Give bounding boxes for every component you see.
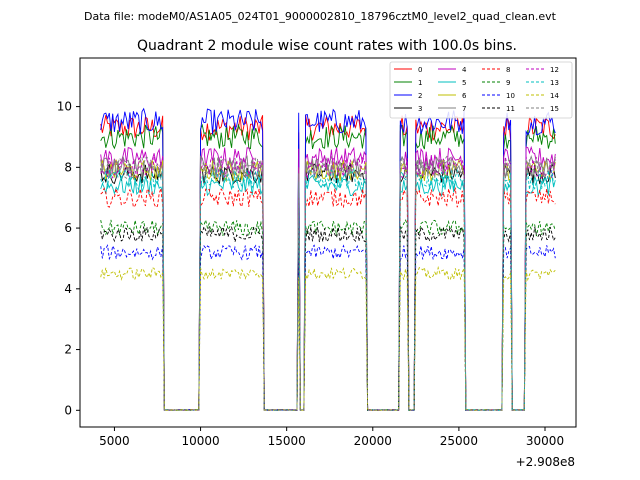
y-axis: 0 2 4 6 8 10: [57, 100, 80, 417]
series-line-12: [100, 155, 556, 411]
y-tick-label: 10: [57, 100, 72, 114]
x-tick-label: 5000: [99, 434, 130, 448]
plot-frame: [79, 57, 577, 428]
legend-label-3: 3: [418, 105, 422, 113]
series-line-6: [100, 158, 556, 411]
y-tick-label: 2: [64, 343, 72, 357]
series-line-4: [100, 145, 556, 411]
y-tick-label: 6: [64, 221, 72, 235]
series-line-14: [100, 265, 556, 411]
legend-label-0: 0: [418, 66, 422, 74]
x-axis: 5000 10000 15000 20000 25000 30000: [99, 427, 564, 448]
legend-label-1: 1: [418, 79, 422, 87]
x-tick-label: 10000: [181, 434, 219, 448]
suptitle: Data file: modeM0/AS1A05_024T01_90000028…: [84, 10, 557, 23]
x-tick-label: 30000: [526, 434, 564, 448]
legend-label-13: 13: [550, 79, 559, 87]
chart-title: Quadrant 2 module wise count rates with …: [137, 38, 517, 54]
x-offset-label: +2.908e8: [516, 455, 575, 469]
y-tick-label: 8: [64, 160, 72, 174]
series-line-10: [100, 244, 556, 411]
legend-label-6: 6: [462, 92, 467, 100]
series-line-15: [100, 155, 556, 411]
series-line-13: [100, 167, 556, 411]
legend-label-11: 11: [506, 105, 515, 113]
legend-label-12: 12: [550, 66, 559, 74]
series-line-2: [100, 107, 556, 411]
legend-label-5: 5: [462, 79, 466, 87]
legend-label-7: 7: [462, 105, 466, 113]
legend-label-15: 15: [550, 105, 559, 113]
series-line-3: [100, 161, 556, 411]
y-tick-label: 4: [64, 282, 72, 296]
y-tick-label: 0: [64, 403, 72, 417]
legend-label-14: 14: [550, 92, 559, 100]
x-tick-label: 15000: [268, 434, 306, 448]
series-line-7: [100, 155, 556, 411]
legend-label-2: 2: [418, 92, 422, 100]
series-line-11: [100, 225, 556, 411]
legend-label-10: 10: [506, 92, 515, 100]
legend-label-4: 4: [462, 66, 467, 74]
legend-label-9: 9: [506, 79, 510, 87]
series-line-8: [100, 186, 556, 411]
x-tick-label: 20000: [354, 434, 392, 448]
legend-label-8: 8: [506, 66, 510, 74]
legend-box: [389, 61, 573, 119]
x-tick-label: 25000: [440, 434, 478, 448]
plot-lines: [100, 107, 556, 411]
series-line-5: [100, 174, 556, 411]
